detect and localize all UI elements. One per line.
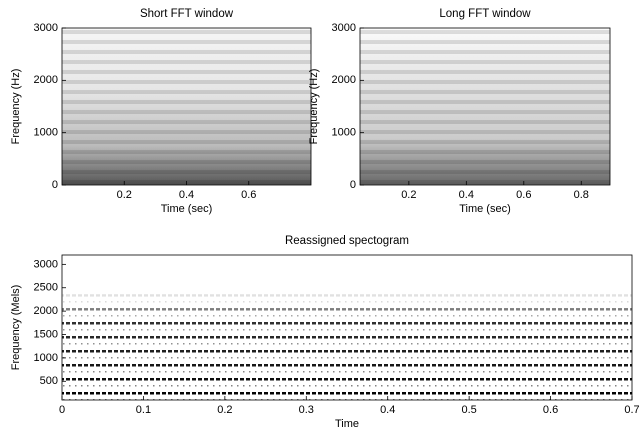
- x-tick-label: 0.6: [516, 189, 531, 201]
- x-tick-label: 0.2: [401, 189, 416, 201]
- x-axis-label: Time: [335, 418, 359, 430]
- y-tick-label: 1000: [34, 127, 58, 139]
- x-tick-label: 0.3: [299, 404, 314, 416]
- y-tick-label: 3000: [332, 22, 356, 34]
- y-tick-label: 2000: [34, 74, 58, 86]
- y-tick-label: 1000: [34, 352, 58, 364]
- y-tick-label: 3000: [34, 22, 58, 34]
- harmonic-bands: [62, 28, 311, 185]
- y-tick-label: 2000: [332, 74, 356, 86]
- y-axis-label: Frequency (Hz): [308, 69, 320, 145]
- chart-title: Reassigned spectogram: [285, 235, 409, 247]
- y-tick-label: 0: [350, 179, 356, 191]
- chart-title: Long FFT window: [439, 8, 531, 20]
- x-tick-label: 0.1: [136, 404, 151, 416]
- y-tick-label: 2500: [34, 282, 58, 294]
- x-tick-label: 0.6: [543, 404, 558, 416]
- x-tick-label: 0.6: [241, 189, 256, 201]
- y-tick-label: 0: [52, 179, 58, 191]
- x-tick-label: 0.4: [380, 404, 395, 416]
- x-axis-label: Time (sec): [459, 203, 511, 215]
- y-tick-label: 2000: [34, 305, 58, 317]
- chart-title: Short FFT window: [140, 8, 234, 20]
- plot-frame: [61, 254, 633, 401]
- x-tick-label: 0.5: [461, 404, 476, 416]
- x-tick-label: 0.4: [179, 189, 194, 201]
- y-tick-label: 1000: [332, 127, 356, 139]
- x-axis-label: Time (sec): [161, 203, 213, 215]
- y-tick-label: 1500: [34, 328, 58, 340]
- x-tick-label: 0.4: [459, 189, 474, 201]
- y-axis-label: Frequency (Mels): [10, 285, 22, 371]
- y-axis-label: Frequency (Hz): [10, 69, 22, 145]
- x-tick-label: 0.8: [574, 189, 589, 201]
- harmonic-bands: [360, 28, 610, 185]
- x-tick-label: 0.2: [117, 189, 132, 201]
- x-tick-label: 0: [59, 404, 65, 416]
- plot-frame: [359, 27, 611, 186]
- y-tick-label: 500: [40, 375, 58, 387]
- x-tick-label: 0.2: [217, 404, 232, 416]
- x-tick-label: 0.7: [624, 404, 639, 416]
- y-tick-label: 3000: [34, 258, 58, 270]
- reassigned-fade: [62, 255, 632, 400]
